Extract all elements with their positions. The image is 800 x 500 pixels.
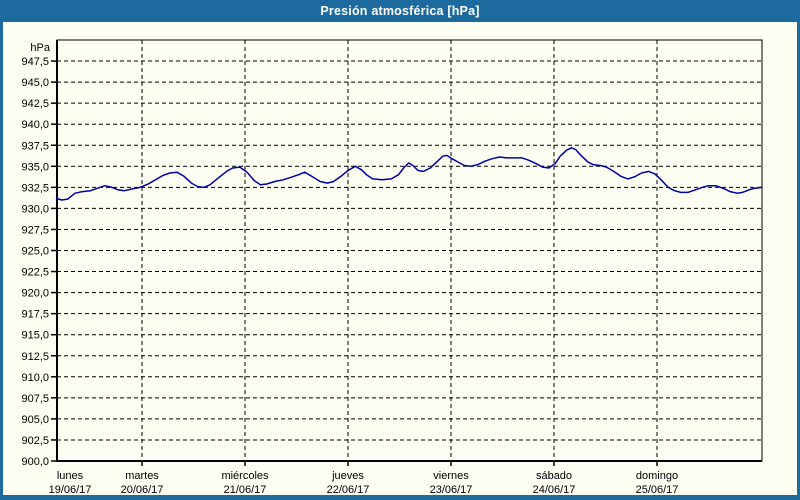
x-axis-date-label: 22/06/17 bbox=[327, 484, 370, 496]
x-axis-day-label: sábado bbox=[536, 470, 572, 482]
x-axis-day-label: domingo bbox=[636, 470, 678, 482]
x-axis-day-label: jueves bbox=[331, 470, 364, 482]
x-axis-day-label: lunes bbox=[57, 470, 84, 482]
y-axis-tick-label: 942,5 bbox=[21, 98, 49, 110]
y-axis-tick-label: 940,0 bbox=[21, 119, 49, 131]
y-axis-tick-label: 930,0 bbox=[21, 203, 49, 215]
x-axis-day-label: martes bbox=[125, 470, 159, 482]
y-axis-tick-label: 912,5 bbox=[21, 351, 49, 363]
x-axis-date-label: 25/06/17 bbox=[636, 484, 679, 496]
y-axis-tick-label: 945,0 bbox=[21, 77, 49, 89]
x-axis-day-label: miércoles bbox=[221, 470, 269, 482]
y-axis-tick-label: 907,5 bbox=[21, 393, 49, 405]
y-axis-tick-label: 920,0 bbox=[21, 288, 49, 300]
y-axis-tick-label: 922,5 bbox=[21, 267, 49, 279]
y-axis-tick-label: 915,0 bbox=[21, 330, 49, 342]
window-title: Presión atmosférica [hPa] bbox=[320, 4, 480, 18]
y-axis-tick-label: 917,5 bbox=[21, 309, 49, 321]
y-axis-tick-label: 902,5 bbox=[21, 435, 49, 447]
x-axis-date-label: 20/06/17 bbox=[121, 484, 164, 496]
x-axis-date-label: 24/06/17 bbox=[533, 484, 576, 496]
y-axis-unit-label: hPa bbox=[30, 42, 50, 54]
y-axis-tick-label: 932,5 bbox=[21, 182, 49, 194]
y-axis-tick-label: 910,0 bbox=[21, 372, 49, 384]
chart-background bbox=[3, 22, 797, 495]
y-axis-tick-label: 925,0 bbox=[21, 246, 49, 258]
y-axis-tick-label: 900,0 bbox=[21, 456, 49, 468]
x-axis-date-label: 19/06/17 bbox=[49, 484, 92, 496]
x-axis-day-label: viernes bbox=[433, 470, 469, 482]
x-axis-date-label: 23/06/17 bbox=[430, 484, 473, 496]
y-axis-tick-label: 947,5 bbox=[21, 56, 49, 68]
title-bar: Presión atmosférica [hPa] bbox=[0, 0, 800, 22]
y-axis-tick-label: 937,5 bbox=[21, 140, 49, 152]
y-axis-tick-label: 935,0 bbox=[21, 161, 49, 173]
x-axis-date-label: 21/06/17 bbox=[224, 484, 267, 496]
pressure-series-line bbox=[55, 147, 763, 201]
y-axis-tick-label: 905,0 bbox=[21, 414, 49, 426]
y-axis-tick-label: 927,5 bbox=[21, 224, 49, 236]
